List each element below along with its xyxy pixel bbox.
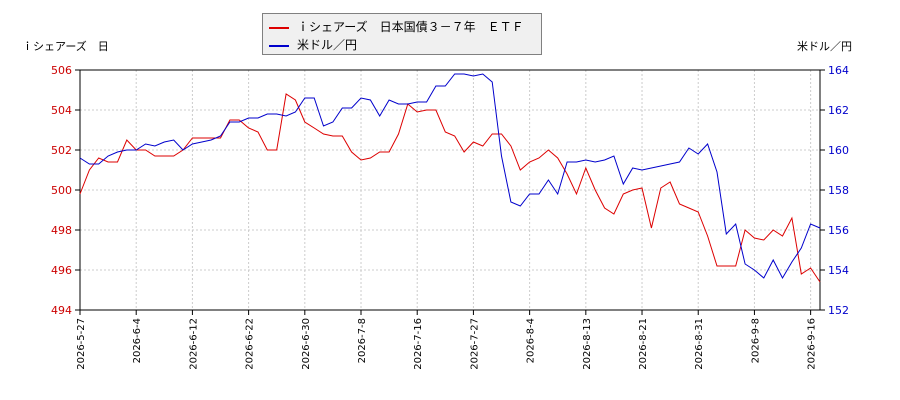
right-axis: 152 154 156 158 160 162 164 bbox=[820, 64, 849, 317]
left-tick-label: 494 bbox=[51, 304, 72, 317]
legend-label-usdjpy: 米ドル／円 bbox=[297, 38, 358, 52]
x-tick-label: 2026-6-30 bbox=[301, 318, 312, 370]
legend-item-etf: ｉシェアーズ 日本国債３－７年 ＥＴＦ bbox=[269, 18, 524, 34]
legend-swatch-usdjpy bbox=[269, 44, 289, 47]
x-tick-label: 2026-9-8 bbox=[750, 318, 761, 363]
series-layer bbox=[79, 73, 821, 283]
grid bbox=[79, 69, 820, 311]
right-tick-label: 164 bbox=[828, 64, 849, 77]
left-tick-label: 502 bbox=[51, 144, 72, 157]
left-tick-label: 506 bbox=[51, 64, 72, 77]
right-axis-label: 米ドル／円 bbox=[797, 40, 852, 53]
series-line-usdjpy bbox=[79, 73, 821, 280]
right-tick-label: 154 bbox=[828, 264, 849, 277]
left-tick-label: 504 bbox=[51, 104, 72, 117]
left-axis: 494 496 498 500 502 504 506 bbox=[51, 64, 80, 317]
left-tick-label: 500 bbox=[51, 184, 72, 197]
legend-item-usdjpy: 米ドル／円 bbox=[269, 36, 357, 52]
legend-label-etf: ｉシェアーズ 日本国債３－７年 ＥＴＦ bbox=[297, 20, 524, 34]
x-tick-label: 2026-8-13 bbox=[582, 318, 593, 370]
right-tick-label: 156 bbox=[828, 224, 849, 237]
x-tick-label: 2026-9-16 bbox=[807, 318, 818, 370]
x-tick-label: 2026-8-4 bbox=[526, 318, 537, 363]
series-line-etf bbox=[79, 93, 821, 283]
right-tick-label: 160 bbox=[828, 144, 849, 157]
x-tick-label: 2026-5-27 bbox=[76, 318, 87, 370]
right-tick-label: 152 bbox=[828, 304, 849, 317]
x-tick-label: 2026-7-27 bbox=[469, 318, 480, 370]
right-tick-label: 162 bbox=[828, 104, 849, 117]
left-axis-label: ｉシェアーズ 日 bbox=[22, 40, 109, 53]
x-axis: 2026-5-27 2026-6-4 2026-6-12 2026-6-22 2026-… bbox=[76, 310, 818, 370]
x-tick-label: 2026-6-4 bbox=[132, 318, 143, 363]
x-tick-label: 2026-8-31 bbox=[694, 318, 705, 370]
series-usdjpy bbox=[79, 73, 821, 280]
x-tick-label: 2026-8-21 bbox=[638, 318, 649, 370]
x-tick-label: 2026-6-22 bbox=[245, 318, 256, 370]
x-tick-label: 2026-6-12 bbox=[188, 318, 199, 370]
left-tick-label: 498 bbox=[51, 224, 72, 237]
legend-swatch-etf bbox=[269, 26, 289, 29]
x-tick-label: 2026-7-8 bbox=[357, 318, 368, 363]
legend: ｉシェアーズ 日本国債３－７年 ＥＴＦ 米ドル／円 bbox=[262, 13, 542, 55]
right-tick-label: 158 bbox=[828, 184, 849, 197]
series-etf bbox=[79, 93, 821, 283]
x-tick-label: 2026-7-16 bbox=[413, 318, 424, 370]
left-tick-label: 496 bbox=[51, 264, 72, 277]
